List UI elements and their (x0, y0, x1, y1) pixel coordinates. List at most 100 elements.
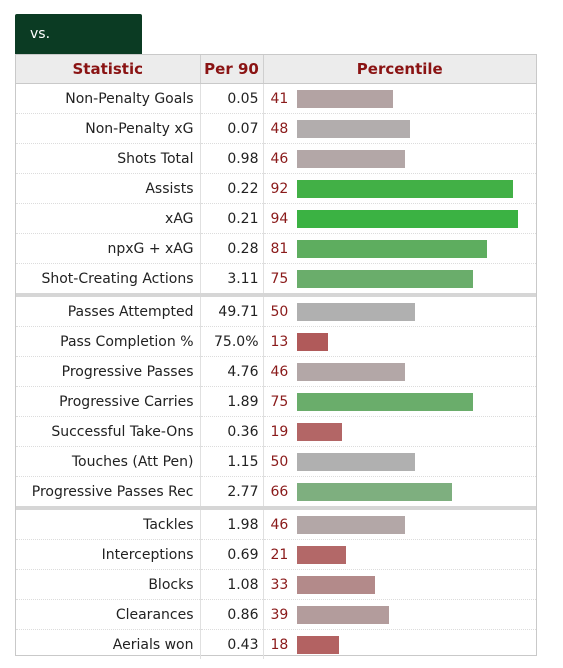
table-row: Tackles 1.98 46 (16, 510, 536, 540)
table-row: Blocks 1.08 33 (16, 569, 536, 600)
percentile-cell: 75 (263, 264, 536, 294)
tab-vs-midfielders[interactable]: vs. Midfielders (15, 14, 142, 82)
percentile-bar (296, 635, 339, 654)
per90-value: 0.22 (200, 173, 264, 204)
percentile-cell: 92 (263, 173, 536, 204)
percentile-value: 50 (270, 453, 289, 470)
percentile-cell: 46 (263, 510, 536, 540)
table-row: Passes Attempted 49.71 50 (16, 297, 536, 327)
stat-name: Progressive Passes Rec (16, 476, 201, 506)
percentile-bar (296, 119, 410, 138)
percentile-cell: 81 (263, 233, 536, 264)
percentile-cell: 75 (263, 386, 536, 417)
percentile-value: 46 (270, 516, 289, 533)
stat-name: Non-Penalty Goals (16, 83, 201, 114)
stats-body: Non-Penalty Goals 0.05 41 Non-Penalty xG 0.0… (16, 83, 536, 660)
stat-name: Interceptions (16, 539, 201, 570)
percentile-bar (296, 605, 389, 624)
header-row: Statistic Per 90 Percentile (16, 55, 536, 84)
percentile-value: 94 (270, 210, 289, 227)
stat-name: Progressive Carries (16, 386, 201, 417)
per90-value: 0.07 (200, 113, 264, 144)
per90-value: 1.15 (200, 446, 264, 477)
table-row: Non-Penalty xG 0.07 48 (16, 113, 536, 144)
stat-name: Progressive Passes (16, 356, 201, 387)
percentile-cell: 21 (263, 539, 536, 570)
percentile-bar (296, 515, 405, 534)
per90-value: 0.69 (200, 539, 264, 570)
percentile-bar (296, 482, 452, 501)
stat-name: Pass Completion % (16, 326, 201, 357)
percentile-value: 13 (270, 333, 289, 350)
table-row: Touches (Att Pen) 1.15 50 (16, 446, 536, 477)
stat-name: Shots Total (16, 143, 201, 174)
percentile-value: 41 (270, 90, 289, 107)
per90-value: 49.71 (200, 297, 264, 327)
per90-value: 0.36 (200, 416, 264, 447)
table-row: Shots Total 0.98 46 (16, 143, 536, 174)
percentile-bar (296, 392, 473, 411)
header-statistic[interactable]: Statistic (16, 55, 201, 84)
header-per90[interactable]: Per 90 (200, 55, 264, 84)
percentile-cell: 18 (263, 630, 536, 660)
percentile-cell: 48 (263, 113, 536, 144)
percentile-bar (296, 575, 375, 594)
table-row: Interceptions 0.69 21 (16, 539, 536, 570)
table-row: xAG 0.21 94 (16, 203, 536, 234)
stat-name: Touches (Att Pen) (16, 446, 201, 477)
percentile-cell: 66 (263, 477, 536, 507)
table-row: Pass Completion % 75.0% 13 (16, 326, 536, 357)
percentile-bar (296, 332, 328, 351)
percentile-value: 39 (270, 606, 289, 623)
header-percentile[interactable]: Percentile (263, 55, 536, 84)
percentile-cell: 33 (263, 569, 536, 600)
percentile-value: 21 (270, 546, 289, 563)
stat-name: Aerials won (16, 629, 201, 659)
per90-value: 1.98 (200, 510, 264, 540)
table-row: Aerials won 0.43 18 (16, 629, 536, 660)
percentile-bar (296, 149, 405, 168)
group-divider (16, 293, 536, 297)
stat-name: Tackles (16, 510, 201, 540)
percentile-cell: 94 (263, 203, 536, 234)
stat-name: Assists (16, 173, 201, 204)
percentile-value: 46 (270, 363, 289, 380)
scouting-report-table: Statistic Per 90 Percentile Non-Penalty … (15, 54, 537, 659)
per90-value: 0.05 (200, 83, 264, 114)
group-divider (16, 506, 536, 510)
stat-name: xAG (16, 203, 201, 234)
table-row: Progressive Carries 1.89 75 (16, 386, 536, 417)
percentile-value: 18 (270, 636, 289, 653)
percentile-value: 33 (270, 576, 289, 593)
percentile-bar (296, 362, 405, 381)
percentile-value: 81 (270, 240, 289, 257)
per90-value: 75.0% (200, 326, 264, 357)
table-row: Clearances 0.86 39 (16, 599, 536, 630)
stats-table: Statistic Per 90 Percentile Non-Penalty … (16, 55, 536, 659)
stat-name: npxG + xAG (16, 233, 201, 264)
stat-name: Blocks (16, 569, 201, 600)
table-row: Successful Take-Ons 0.36 19 (16, 416, 536, 447)
percentile-cell: 46 (263, 143, 536, 174)
percentile-cell: 19 (263, 416, 536, 447)
percentile-cell: 50 (263, 446, 536, 477)
per90-value: 3.11 (200, 263, 264, 293)
table-row: Assists 0.22 92 (16, 173, 536, 204)
percentile-cell: 39 (263, 599, 536, 630)
percentile-bar (296, 545, 346, 564)
per90-value: 0.86 (200, 599, 264, 630)
percentile-bar (296, 89, 393, 108)
stat-name: Successful Take-Ons (16, 416, 201, 447)
percentile-bar (296, 269, 473, 288)
per90-value: 0.43 (200, 629, 264, 659)
table-row: Progressive Passes 4.76 46 (16, 356, 536, 387)
percentile-bar (296, 422, 342, 441)
percentile-value: 50 (270, 303, 289, 320)
tab-bar: vs. Midfielders (15, 14, 142, 82)
per90-value: 4.76 (200, 356, 264, 387)
stat-name: Clearances (16, 599, 201, 630)
percentile-bar (296, 239, 487, 258)
percentile-cell: 41 (263, 83, 536, 114)
percentile-value: 66 (270, 483, 289, 500)
group-divider-cell (16, 293, 536, 297)
